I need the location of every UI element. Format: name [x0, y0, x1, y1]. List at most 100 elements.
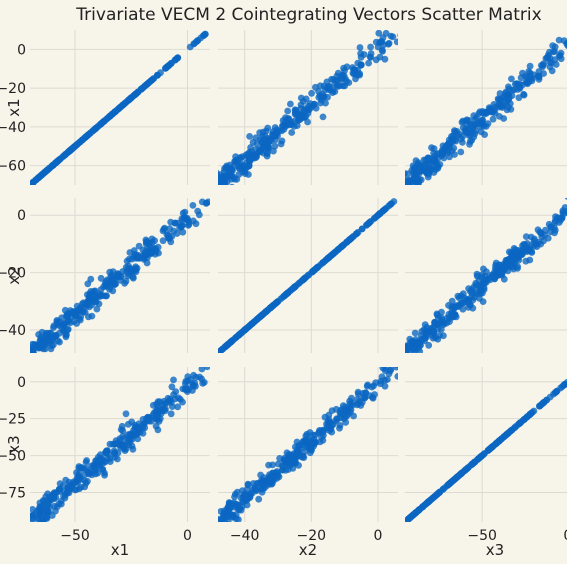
data-point: [86, 469, 94, 477]
data-point: [256, 146, 263, 153]
data-point: [350, 412, 357, 420]
data-point: [130, 427, 137, 434]
data-point: [515, 94, 523, 102]
chart-title: Trivariate VECM 2 Cointegrating Vectors …: [75, 5, 541, 25]
data-point: [405, 169, 408, 177]
data-point: [526, 62, 534, 70]
data-point: [261, 132, 269, 140]
data-point: [501, 90, 509, 97]
data-point: [482, 108, 490, 116]
data-point: [394, 373, 398, 380]
panels-group: 0−20−40−600−20−400−25−50−75−50 0 −40 −20 0 −5…: [0, 30, 567, 559]
data-point: [436, 332, 443, 339]
data-point: [236, 506, 244, 513]
data-point: [148, 76, 156, 84]
data-point: [292, 458, 299, 466]
data-point: [530, 242, 538, 250]
data-point: [82, 479, 90, 487]
data-point: [64, 325, 72, 333]
data-point: [37, 509, 45, 517]
data-point: [308, 446, 315, 454]
data-point: [564, 42, 567, 49]
data-point: [21, 346, 28, 353]
data-point: [414, 177, 421, 185]
data-point: [319, 259, 327, 266]
data-point: [251, 317, 259, 325]
data-point: [407, 178, 414, 185]
data-point: [234, 157, 242, 165]
y-axis-label-x3: x3: [5, 435, 23, 453]
data-point: [116, 273, 124, 280]
data-point: [199, 379, 207, 387]
data-point: [61, 306, 69, 314]
data-point: [340, 64, 347, 72]
data-point: [134, 88, 142, 96]
data-point: [392, 367, 398, 371]
data-point: [50, 494, 57, 502]
data-point: [328, 75, 335, 83]
x-tick-label: −40: [230, 528, 260, 544]
panel-x1-vs-x1: 0 −20 −40 −60: [0, 30, 210, 185]
data-point: [471, 130, 479, 138]
data-point: [511, 80, 519, 88]
data-point: [291, 283, 298, 291]
data-point: [192, 38, 200, 46]
y-axis-label-x1: x1: [5, 98, 23, 116]
scatter-points: [218, 30, 398, 185]
data-point: [104, 454, 111, 462]
data-point: [239, 165, 246, 173]
data-point: [507, 255, 514, 262]
data-point: [431, 493, 438, 500]
data-point: [30, 180, 35, 185]
data-point: [245, 162, 253, 170]
data-point: [320, 431, 327, 439]
data-point: [336, 424, 343, 432]
data-point: [353, 71, 361, 79]
data-point: [354, 228, 362, 236]
data-point: [131, 250, 139, 258]
data-point: [495, 96, 502, 104]
data-point: [439, 150, 447, 158]
data-point: [319, 113, 327, 121]
data-point: [409, 187, 416, 194]
data-point: [342, 418, 350, 426]
data-point: [540, 70, 547, 77]
data-point: [459, 290, 467, 298]
data-point: [363, 382, 371, 390]
data-point: [367, 50, 375, 57]
data-point: [232, 515, 240, 522]
scatter-points: [405, 198, 567, 353]
data-point: [547, 223, 555, 231]
data-point: [174, 54, 182, 62]
data-point: [287, 100, 294, 108]
data-point: [255, 495, 263, 503]
data-point: [436, 488, 444, 496]
data-point: [86, 129, 94, 137]
data-point: [338, 243, 346, 250]
data-point: [530, 407, 538, 415]
data-point: [86, 292, 93, 300]
data-point: [324, 93, 331, 101]
data-point: [507, 105, 515, 113]
data-point: [219, 521, 221, 522]
data-point: [96, 290, 104, 298]
data-point: [93, 459, 101, 467]
y-tick-label: −60: [0, 159, 26, 175]
data-point: [21, 350, 28, 357]
data-point: [189, 202, 197, 209]
data-point: [420, 326, 428, 333]
scatter-points: [218, 198, 398, 353]
data-point: [273, 468, 281, 475]
data-point: [470, 112, 478, 119]
data-point: [378, 38, 386, 46]
data-point: [425, 341, 433, 349]
data-point: [372, 56, 380, 64]
data-point: [247, 155, 255, 163]
data-point: [129, 273, 137, 281]
x-tick-label: 0: [183, 528, 192, 544]
data-point: [472, 281, 480, 289]
data-point: [143, 415, 150, 422]
data-point: [405, 174, 407, 181]
data-point: [336, 82, 344, 89]
